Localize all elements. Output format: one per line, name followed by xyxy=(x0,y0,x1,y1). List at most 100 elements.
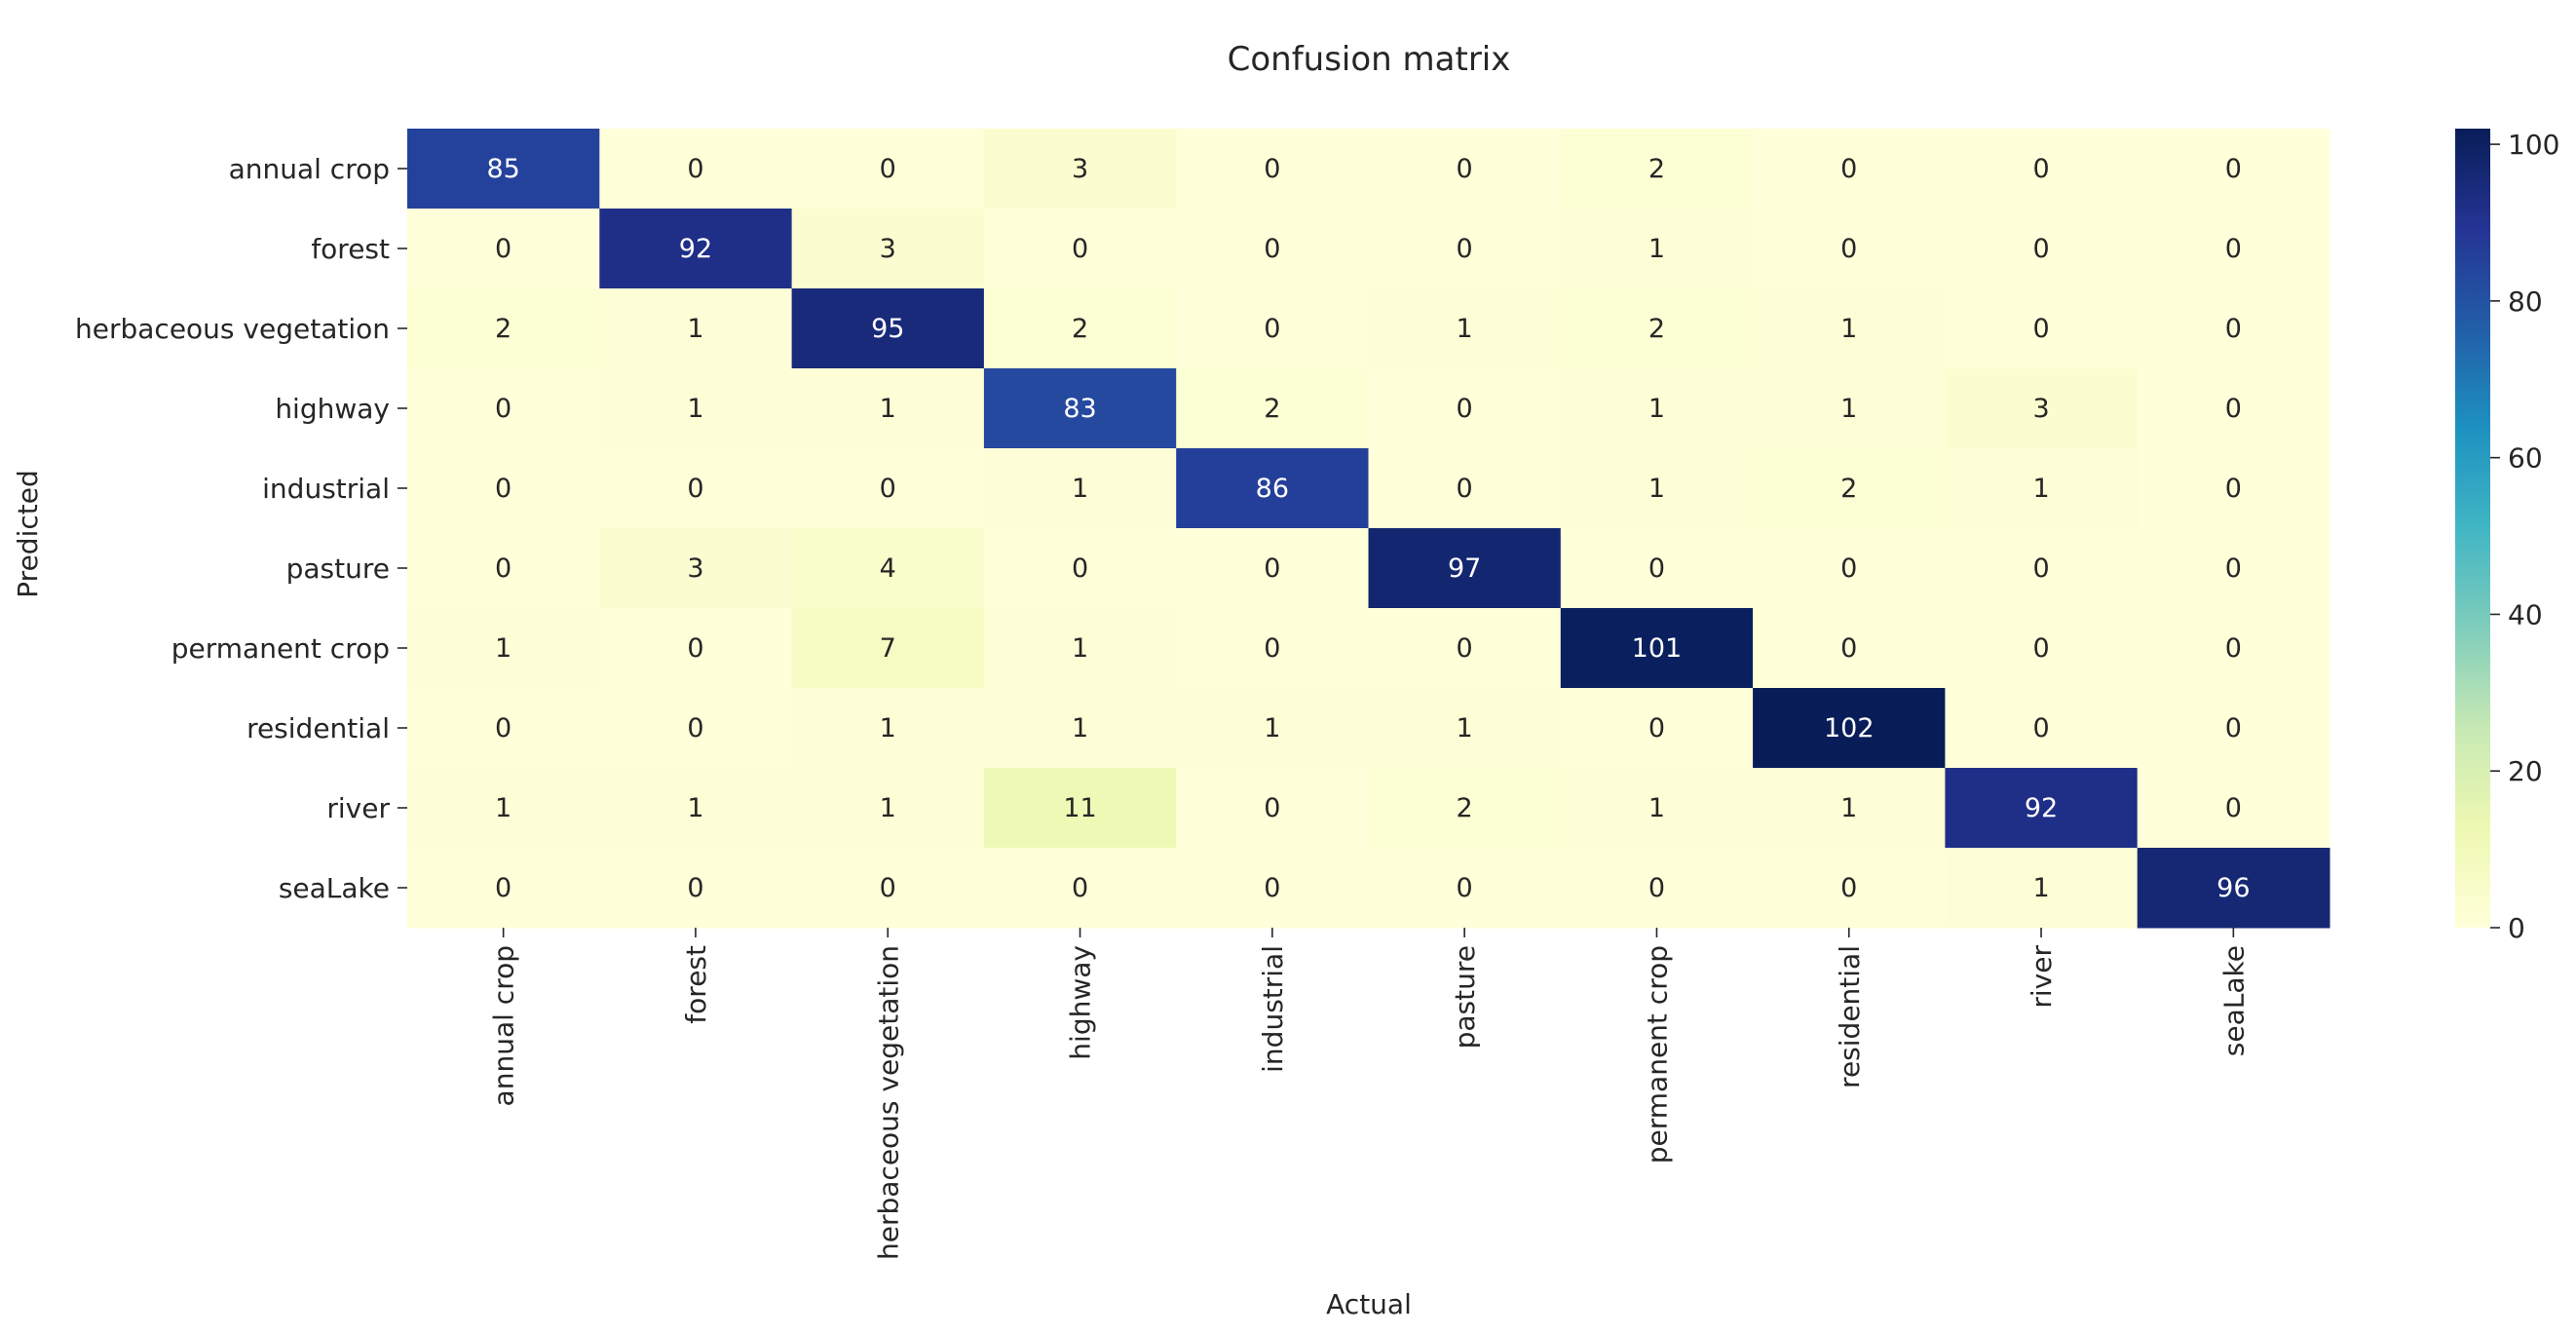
cell-value-label: 0 xyxy=(1264,314,1280,344)
cell-value-label: 7 xyxy=(880,633,896,664)
x-tick-label: highway xyxy=(1065,945,1097,1060)
cell-value-label: 0 xyxy=(495,553,511,584)
heatmap-cell-industrial-sealake xyxy=(2137,448,2330,529)
y-tick-label: pasture xyxy=(286,553,390,585)
cell-value-label: 0 xyxy=(1840,633,1857,664)
cell-value-label: 0 xyxy=(1840,553,1857,584)
heatmap-cell-highway-annual-crop xyxy=(407,368,600,449)
heatmap-cell-river-sealake xyxy=(2137,768,2330,849)
heatmap-cell-pasture-herbaceous-vegetation xyxy=(791,528,985,609)
cell-value-label: 1 xyxy=(1457,713,1473,744)
heatmap-cell-annual-crop-annual-crop xyxy=(407,129,600,210)
heatmap-cell-forest-sealake xyxy=(2137,209,2330,289)
cell-value-label: 0 xyxy=(2032,713,2049,744)
heatmap-cell-industrial-herbaceous-vegetation xyxy=(791,448,985,529)
cell-value-label: 1 xyxy=(1840,793,1857,823)
x-tick-label: pasture xyxy=(1449,945,1481,1049)
cell-value-label: 1 xyxy=(1072,713,1088,744)
heatmap-cell-river-annual-crop xyxy=(407,768,600,849)
heatmap-cell-permanent-crop-highway xyxy=(983,608,1177,689)
heatmap-cell-herbaceous-vegetation-highway xyxy=(983,288,1177,369)
heatmap-cell-sealake-herbaceous-vegetation xyxy=(791,848,985,929)
heatmap-cell-sealake-sealake xyxy=(2137,848,2330,929)
cell-value-label: 1 xyxy=(687,314,703,344)
cell-value-label: 0 xyxy=(495,474,511,504)
heatmap-cell-pasture-pasture xyxy=(1368,528,1562,609)
heatmap-cell-river-forest xyxy=(599,768,793,849)
cell-value-label: 83 xyxy=(1063,394,1096,424)
cell-value-label: 1 xyxy=(1264,713,1280,744)
cell-value-label: 0 xyxy=(1457,154,1473,184)
heatmap-cell-pasture-forest xyxy=(599,528,793,609)
cell-value-label: 11 xyxy=(1063,793,1096,823)
y-tick-label: permanent crop xyxy=(171,632,390,665)
cell-value-label: 0 xyxy=(1264,553,1280,584)
cell-value-label: 0 xyxy=(1264,234,1280,264)
y-tick-label: annual crop xyxy=(229,153,390,185)
heatmap-cell-permanent-crop-pasture xyxy=(1368,608,1562,689)
heatmap-cell-pasture-industrial xyxy=(1176,528,1369,609)
cell-value-label: 0 xyxy=(2225,314,2242,344)
heatmap-cell-sealake-pasture xyxy=(1368,848,1562,929)
heatmap-cell-pasture-sealake xyxy=(2137,528,2330,609)
heatmap-cell-permanent-crop-permanent-crop xyxy=(1560,608,1754,689)
cell-value-label: 2 xyxy=(495,314,511,344)
cell-value-label: 2 xyxy=(1648,154,1665,184)
cell-value-label: 0 xyxy=(1264,154,1280,184)
heatmap-cell-forest-pasture xyxy=(1368,209,1562,289)
heatmap-cell-permanent-crop-sealake xyxy=(2137,608,2330,689)
colorbar-tick-label: 0 xyxy=(2508,912,2525,944)
cell-value-label: 0 xyxy=(880,873,896,903)
cell-value-label: 0 xyxy=(687,873,703,903)
cell-value-label: 0 xyxy=(1457,633,1473,664)
cell-value-label: 0 xyxy=(1840,873,1857,903)
heatmap-cell-annual-crop-pasture xyxy=(1368,129,1562,210)
cell-value-label: 1 xyxy=(1072,474,1088,504)
heatmap-cell-residential-residential xyxy=(1753,688,1946,769)
cell-value-label: 0 xyxy=(1072,553,1088,584)
heatmap-cell-industrial-river xyxy=(1945,448,2139,529)
cell-value-label: 1 xyxy=(2032,873,2049,903)
colorbar-tick-label: 100 xyxy=(2508,129,2559,161)
heatmap-cell-industrial-forest xyxy=(599,448,793,529)
x-tick-label: annual crop xyxy=(488,945,520,1106)
cell-value-label: 0 xyxy=(1648,553,1665,584)
heatmap-cell-highway-highway xyxy=(983,368,1177,449)
heatmap-cell-residential-industrial xyxy=(1176,688,1369,769)
cell-value-label: 0 xyxy=(2225,633,2242,664)
x-tick-label: permanent crop xyxy=(1641,945,1673,1163)
heatmap-cell-herbaceous-vegetation-herbaceous-vegetation xyxy=(791,288,985,369)
heatmap-cell-forest-forest xyxy=(599,209,793,289)
heatmap-cell-residential-annual-crop xyxy=(407,688,600,769)
heatmap-cell-residential-forest xyxy=(599,688,793,769)
heatmap-cell-annual-crop-industrial xyxy=(1176,129,1369,210)
heatmap-cell-industrial-annual-crop xyxy=(407,448,600,529)
cell-value-label: 0 xyxy=(2032,633,2049,664)
cell-value-label: 96 xyxy=(2216,873,2250,903)
heatmap-cell-highway-pasture xyxy=(1368,368,1562,449)
heatmap-cell-residential-river xyxy=(1945,688,2139,769)
heatmap-cell-industrial-highway xyxy=(983,448,1177,529)
heatmap-cell-permanent-crop-river xyxy=(1945,608,2139,689)
heatmap-cell-river-permanent-crop xyxy=(1560,768,1754,849)
cell-value-label: 0 xyxy=(1072,234,1088,264)
cell-value-label: 102 xyxy=(1824,713,1875,744)
heatmap-cell-annual-crop-river xyxy=(1945,129,2139,210)
cell-value-label: 85 xyxy=(486,154,519,184)
heatmap-cell-annual-crop-forest xyxy=(599,129,793,210)
y-tick-label: river xyxy=(326,792,390,824)
heatmap-cell-forest-highway xyxy=(983,209,1177,289)
cell-value-label: 0 xyxy=(1457,474,1473,504)
colorbar-tick-label: 80 xyxy=(2508,286,2543,318)
cell-value-label: 1 xyxy=(1072,633,1088,664)
heatmap-cell-annual-crop-residential xyxy=(1753,129,1946,210)
y-axis: annual crop forest herbaceous vegetation hi… xyxy=(75,153,407,904)
heatmap-cell-herbaceous-vegetation-river xyxy=(1945,288,2139,369)
x-axis: annual crop forest herbaceous vegetation hi… xyxy=(488,928,2250,1260)
x-tick-label: seaLake xyxy=(2217,945,2250,1056)
cell-value-label: 0 xyxy=(687,713,703,744)
heatmap-cell-residential-herbaceous-vegetation xyxy=(791,688,985,769)
heatmap-cell-herbaceous-vegetation-permanent-crop xyxy=(1560,288,1754,369)
heatmap-cell-highway-sealake xyxy=(2137,368,2330,449)
cell-value-label: 0 xyxy=(1264,793,1280,823)
